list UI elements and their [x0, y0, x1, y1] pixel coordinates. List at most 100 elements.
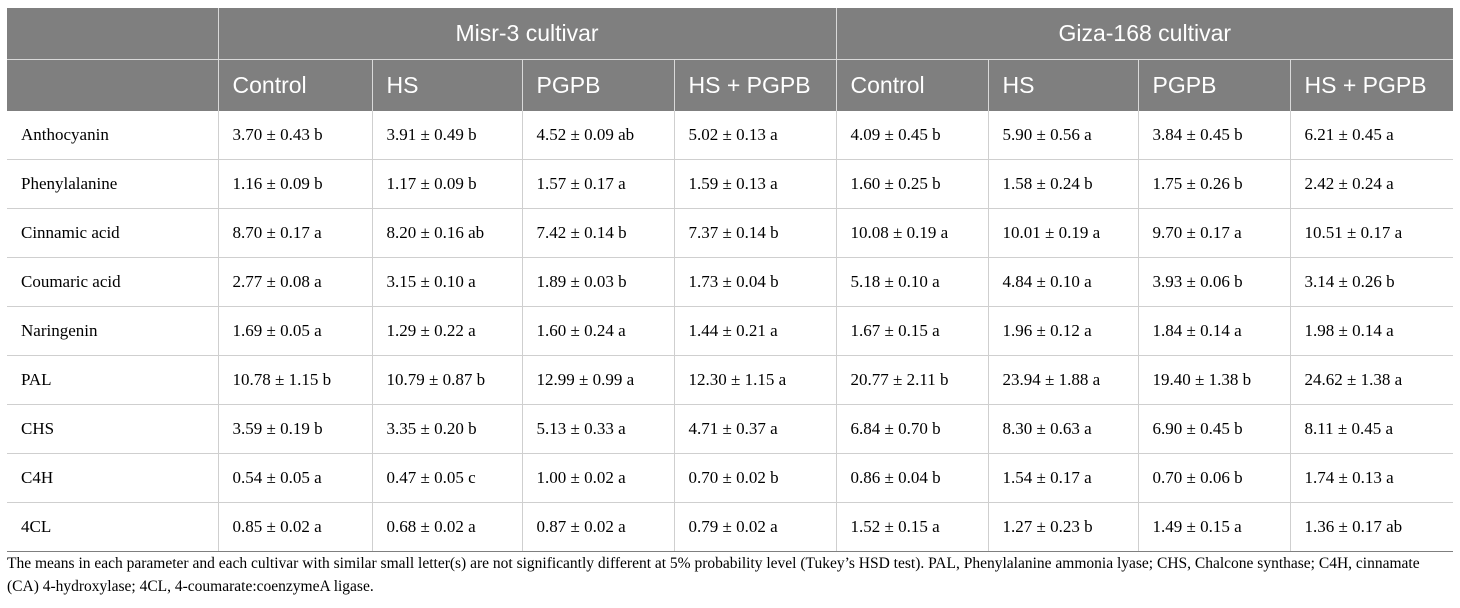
data-cell: 5.02 ± 0.13 a — [673, 111, 836, 160]
data-cell: 3.93 ± 0.06 b — [1137, 257, 1290, 307]
data-cell: 1.49 ± 0.15 a — [1137, 502, 1290, 552]
data-cell: 2.42 ± 0.24 a — [1289, 159, 1454, 209]
data-cell: 1.27 ± 0.23 b — [987, 502, 1138, 552]
data-cell: 6.84 ± 0.70 b — [835, 404, 988, 454]
data-cell: 8.30 ± 0.63 a — [987, 404, 1138, 454]
data-cell: 0.86 ± 0.04 b — [835, 453, 988, 503]
row-label: Naringenin — [7, 306, 218, 356]
column-header: PGPB — [521, 59, 674, 111]
data-cell: 1.16 ± 0.09 b — [217, 159, 372, 209]
data-cell: 3.15 ± 0.10 a — [371, 257, 522, 307]
data-cell: 3.35 ± 0.20 b — [371, 404, 522, 454]
data-cell: 1.59 ± 0.13 a — [673, 159, 836, 209]
row-label: PAL — [7, 355, 218, 405]
data-cell: 1.60 ± 0.24 a — [521, 306, 674, 356]
group-header-row: Misr-3 cultivar Giza-168 cultivar — [7, 8, 1454, 60]
data-cell: 5.18 ± 0.10 a — [835, 257, 988, 307]
data-cell: 23.94 ± 1.88 a — [987, 355, 1138, 405]
row-label: 4CL — [7, 502, 218, 552]
data-cell: 10.79 ± 0.87 b — [371, 355, 522, 405]
data-cell: 10.51 ± 0.17 a — [1289, 208, 1454, 258]
data-cell: 10.78 ± 1.15 b — [217, 355, 372, 405]
column-header: HS + PGPB — [673, 59, 836, 111]
data-cell: 0.54 ± 0.05 a — [217, 453, 372, 503]
data-cell: 4.71 ± 0.37 a — [673, 404, 836, 454]
data-cell: 19.40 ± 1.38 b — [1137, 355, 1290, 405]
row-label: Coumaric acid — [7, 257, 218, 307]
data-cell: 7.37 ± 0.14 b — [673, 208, 836, 258]
data-cell: 1.96 ± 0.12 a — [987, 306, 1138, 356]
data-cell: 3.91 ± 0.49 b — [371, 111, 522, 160]
data-cell: 4.84 ± 0.10 a — [987, 257, 1138, 307]
row-label: Phenylalanine — [7, 159, 218, 209]
group-header-misr3: Misr-3 cultivar — [217, 8, 836, 60]
data-cell: 1.36 ± 0.17 ab — [1289, 502, 1454, 552]
column-header: Control — [217, 59, 372, 111]
data-cell: 6.90 ± 0.45 b — [1137, 404, 1290, 454]
results-table: Misr-3 cultivar Giza-168 cultivar Contro… — [7, 8, 1454, 552]
data-cell: 1.69 ± 0.05 a — [217, 306, 372, 356]
data-cell: 10.08 ± 0.19 a — [835, 208, 988, 258]
data-cell: 1.29 ± 0.22 a — [371, 306, 522, 356]
data-cell: 0.85 ± 0.02 a — [217, 502, 372, 552]
data-cell: 1.17 ± 0.09 b — [371, 159, 522, 209]
results-table-container: Misr-3 cultivar Giza-168 cultivar Contro… — [7, 8, 1454, 552]
table-body: Anthocyanin 3.70 ± 0.43 b 3.91 ± 0.49 b 4.5… — [7, 111, 1454, 552]
row-label: Anthocyanin — [7, 111, 218, 160]
data-cell: 2.77 ± 0.08 a — [217, 257, 372, 307]
data-cell: 1.67 ± 0.15 a — [835, 306, 988, 356]
corner-cell — [7, 8, 218, 60]
data-cell: 8.11 ± 0.45 a — [1289, 404, 1454, 454]
data-cell: 8.20 ± 0.16 ab — [371, 208, 522, 258]
data-cell: 5.90 ± 0.56 a — [987, 111, 1138, 160]
data-cell: 1.57 ± 0.17 a — [521, 159, 674, 209]
data-cell: 1.98 ± 0.14 a — [1289, 306, 1454, 356]
data-cell: 0.70 ± 0.02 b — [673, 453, 836, 503]
group-header-giza168: Giza-168 cultivar — [835, 8, 1454, 60]
data-cell: 1.44 ± 0.21 a — [673, 306, 836, 356]
table-row: Coumaric acid 2.77 ± 0.08 a 3.15 ± 0.10 a 1… — [7, 257, 1454, 307]
column-header: Control — [835, 59, 988, 111]
data-cell: 10.01 ± 0.19 a — [987, 208, 1138, 258]
data-cell: 24.62 ± 1.38 a — [1289, 355, 1454, 405]
data-cell: 4.09 ± 0.45 b — [835, 111, 988, 160]
data-cell: 8.70 ± 0.17 a — [217, 208, 372, 258]
data-cell: 1.58 ± 0.24 b — [987, 159, 1138, 209]
table-row: 4CL 0.85 ± 0.02 a 0.68 ± 0.02 a 0.87 ± 0.02… — [7, 502, 1454, 552]
data-cell: 1.60 ± 0.25 b — [835, 159, 988, 209]
data-cell: 1.75 ± 0.26 b — [1137, 159, 1290, 209]
table-footnote: The means in each parameter and each cul… — [7, 555, 1420, 595]
data-cell: 1.54 ± 0.17 a — [987, 453, 1138, 503]
table-row: Cinnamic acid 8.70 ± 0.17 a 8.20 ± 0.16 ab… — [7, 208, 1454, 258]
row-label: CHS — [7, 404, 218, 454]
table-row: CHS 3.59 ± 0.19 b 3.35 ± 0.20 b 5.13 ± 0.33… — [7, 404, 1454, 454]
data-cell: 1.74 ± 0.13 a — [1289, 453, 1454, 503]
column-header: HS — [987, 59, 1138, 111]
data-cell: 3.84 ± 0.45 b — [1137, 111, 1290, 160]
table-row: PAL 10.78 ± 1.15 b 10.79 ± 0.87 b 12.99 ± 0… — [7, 355, 1454, 405]
data-cell: 0.79 ± 0.02 a — [673, 502, 836, 552]
data-cell: 20.77 ± 2.11 b — [835, 355, 988, 405]
data-cell: 0.70 ± 0.06 b — [1137, 453, 1290, 503]
corner-cell-2 — [7, 59, 218, 111]
data-cell: 0.87 ± 0.02 a — [521, 502, 674, 552]
data-cell: 4.52 ± 0.09 ab — [521, 111, 674, 160]
data-cell: 12.30 ± 1.15 a — [673, 355, 836, 405]
data-cell: 9.70 ± 0.17 a — [1137, 208, 1290, 258]
data-cell: 0.47 ± 0.05 c — [371, 453, 522, 503]
row-label: C4H — [7, 453, 218, 503]
column-header: PGPB — [1137, 59, 1290, 111]
data-cell: 7.42 ± 0.14 b — [521, 208, 674, 258]
data-cell: 1.52 ± 0.15 a — [835, 502, 988, 552]
data-cell: 3.70 ± 0.43 b — [217, 111, 372, 160]
data-cell: 5.13 ± 0.33 a — [521, 404, 674, 454]
data-cell: 0.68 ± 0.02 a — [371, 502, 522, 552]
table-row: Anthocyanin 3.70 ± 0.43 b 3.91 ± 0.49 b 4.5… — [7, 111, 1454, 160]
data-cell: 6.21 ± 0.45 a — [1289, 111, 1454, 160]
data-cell: 1.73 ± 0.04 b — [673, 257, 836, 307]
column-header: HS + PGPB — [1289, 59, 1454, 111]
table-row: Naringenin 1.69 ± 0.05 a 1.29 ± 0.22 a 1.60… — [7, 306, 1454, 356]
data-cell: 1.84 ± 0.14 a — [1137, 306, 1290, 356]
column-header: HS — [371, 59, 522, 111]
